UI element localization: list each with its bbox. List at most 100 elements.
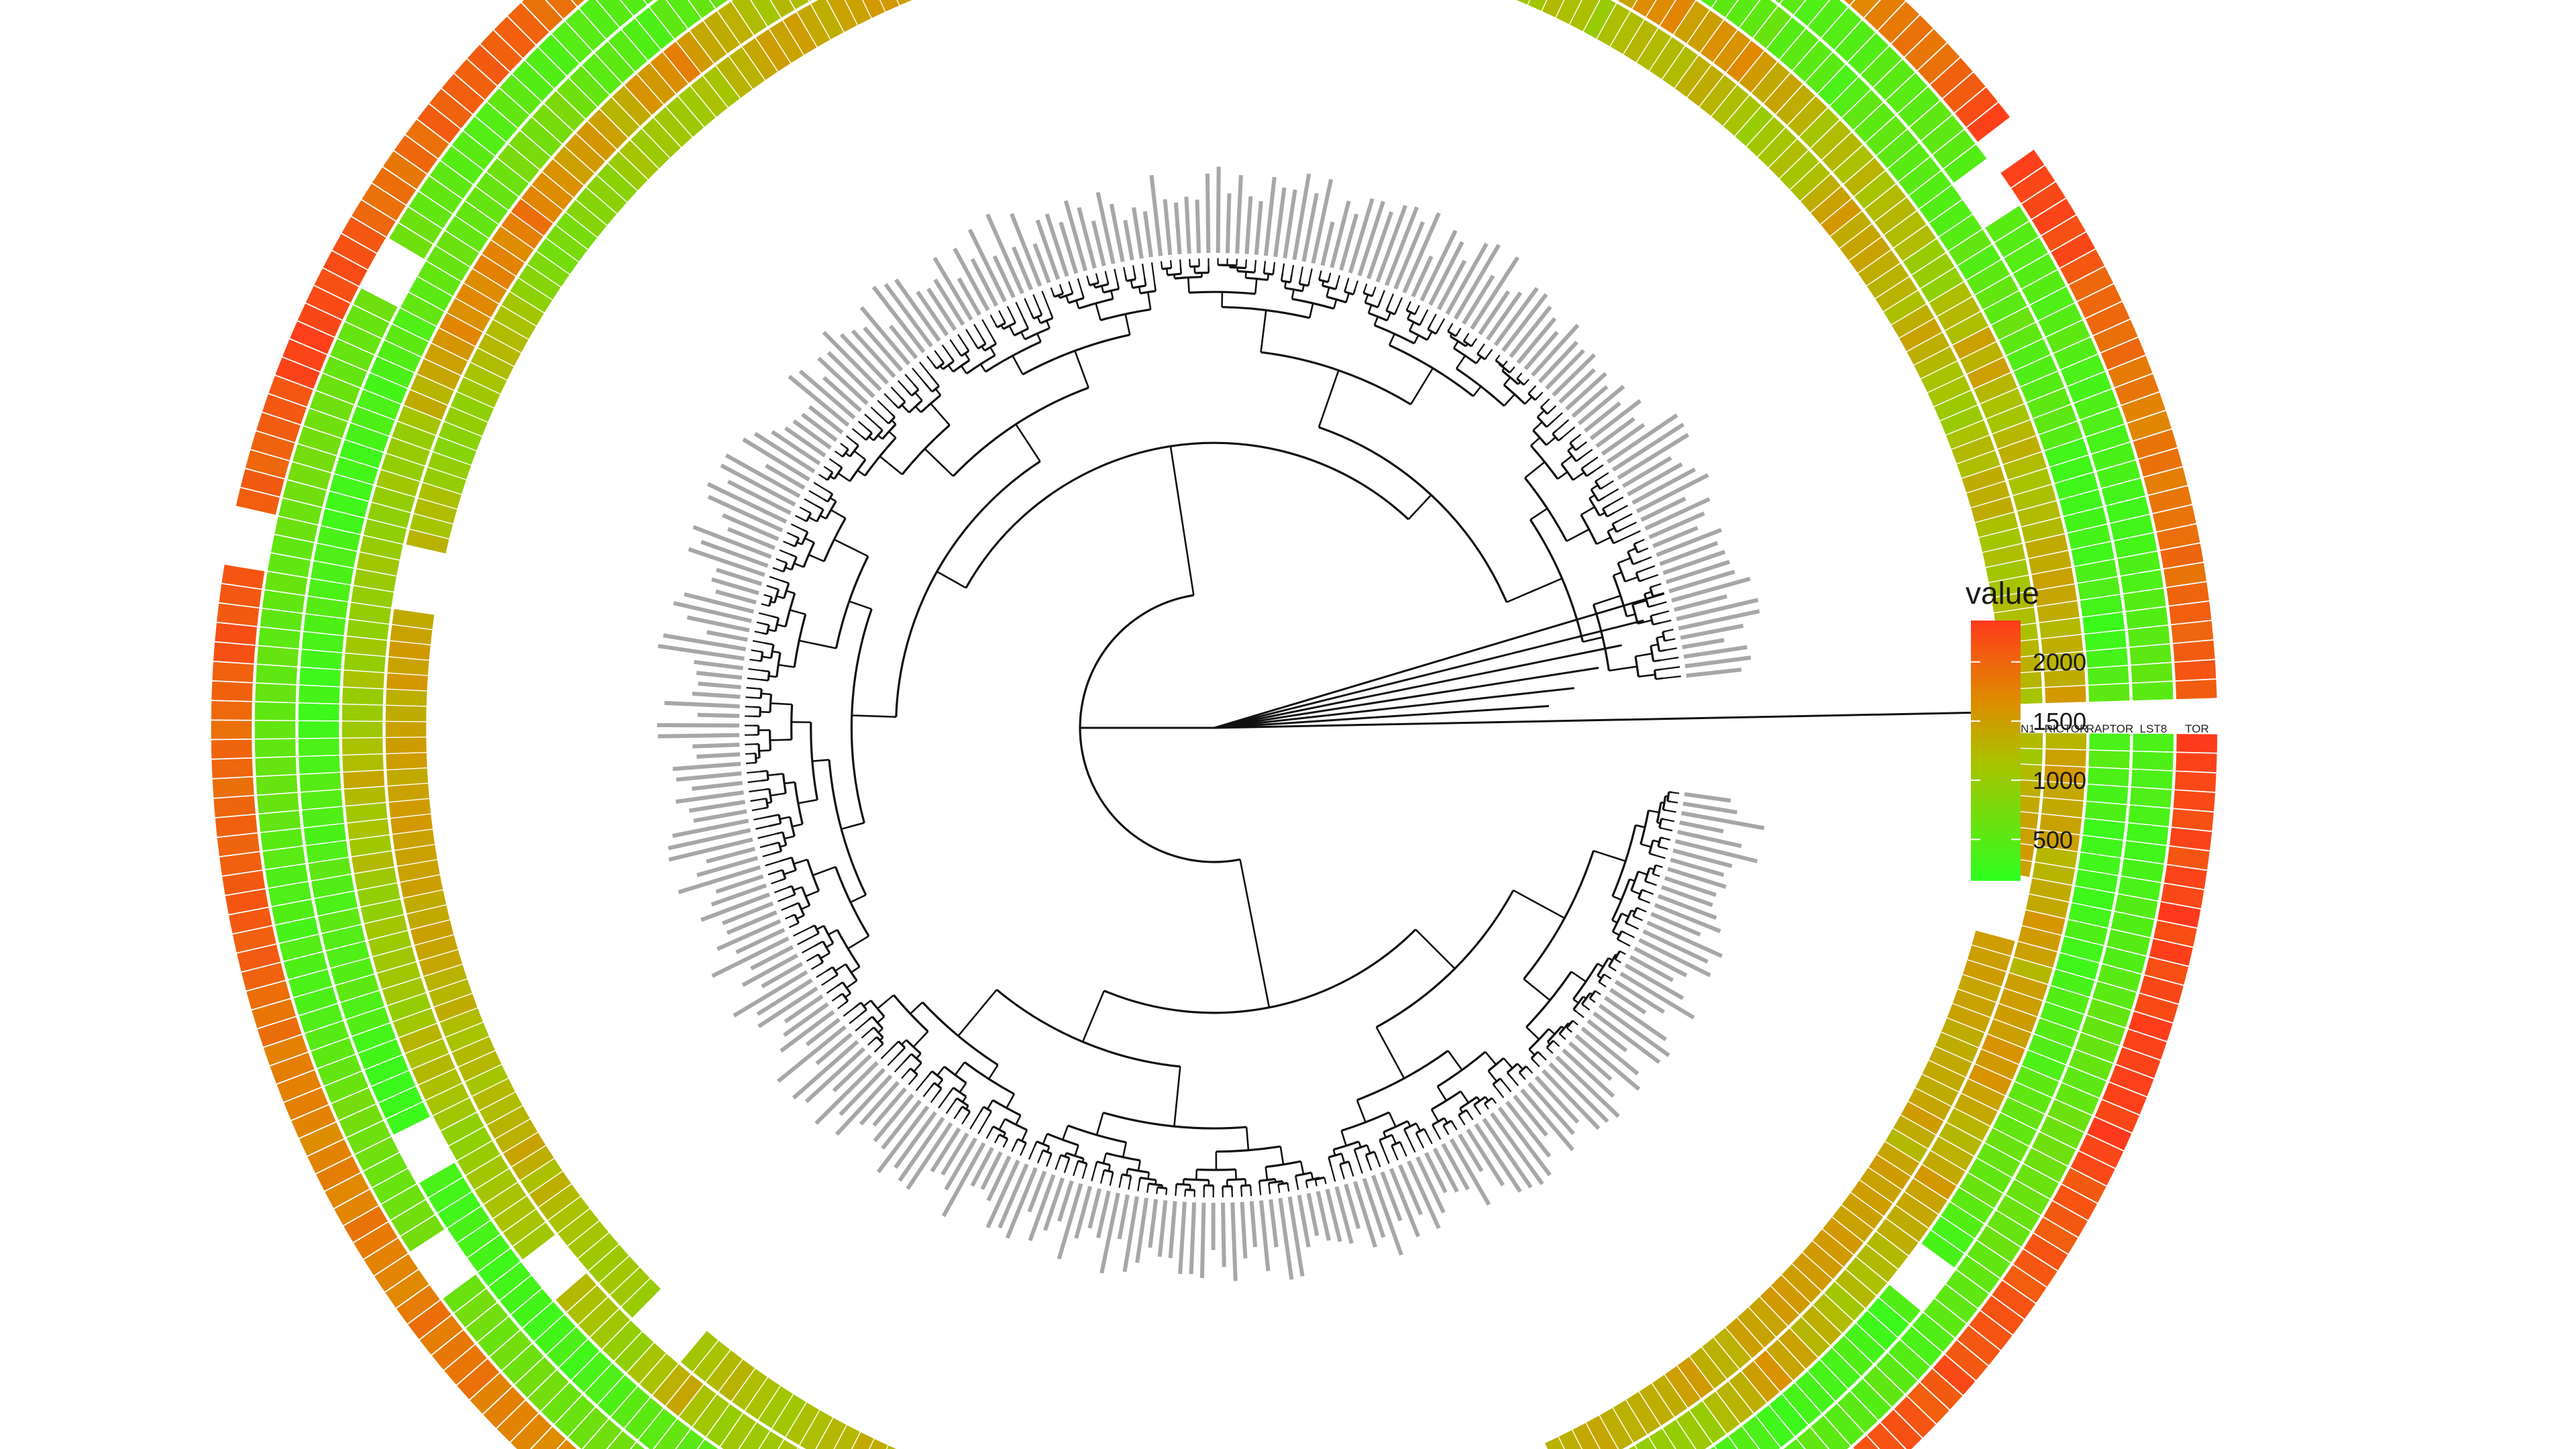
tip-label [1297,1195,1311,1248]
ring-label-raptor: RAPTOR [2086,722,2134,735]
tree-branch [1061,1125,1069,1140]
tree-branch [788,924,796,928]
heatmap-cell [385,737,427,753]
heatmap-cell [334,1189,379,1226]
heatmap-cell [256,646,299,667]
tree-branch [1353,1149,1358,1159]
tree-branch [1492,1083,1497,1088]
heatmap-cell [1776,85,1815,125]
heatmap-cell [2033,405,2078,435]
heatmap-cell [260,828,303,851]
tip-label [1012,246,1033,290]
tree-arc [1189,265,1199,268]
heatmap-cell [370,356,415,388]
heatmap-cell [739,1422,770,1449]
heatmap-cell [254,739,296,757]
heatmap-cell [345,305,390,339]
heatmap-cell [2084,802,2127,822]
heatmap-cell [2008,468,2052,496]
heatmap-cell [1805,52,1845,94]
tip-label [1486,291,1523,341]
tree-branch [938,1092,951,1109]
heatmap-cell [625,74,663,115]
tip-label [1671,576,1751,603]
heatmap-cell [212,661,254,682]
heatmap-cell [772,1394,806,1437]
heatmap-cell [703,66,740,108]
tree-branch [1520,1073,1526,1080]
heatmap-cell [245,449,290,479]
tree-arc [1501,370,1519,385]
heatmap-cell [2028,551,2072,574]
heatmap-cell [2021,517,2065,543]
tree-branch [1430,1109,1440,1122]
heatmap-cell [1856,1310,1898,1350]
tree-branch [799,506,809,513]
tree-branch [1214,666,1599,729]
tree-branch [1291,264,1295,275]
tree-branch [1214,711,1986,729]
heatmap-cell [1957,1326,2000,1366]
tree-branch [1367,305,1373,314]
tree-arc [983,343,997,352]
tree-branch [1455,333,1458,337]
heatmap-cell [1782,1264,1822,1303]
tip-label [722,901,774,926]
tree-branch [877,434,883,440]
tree-branch [849,1014,861,1024]
heatmap-cell [2091,442,2136,471]
heatmap-cell [464,362,507,394]
tip-label [1631,468,1697,505]
tree-branch [1556,419,1570,431]
tree-branch [1653,873,1660,877]
ring-label-rictor: RICTOR [2045,722,2088,735]
heatmap-cell [275,357,320,389]
tip-label [678,865,761,894]
heatmap-cell [1907,1383,1949,1424]
heatmap-cell [2068,524,2111,549]
tip-label [1117,1194,1130,1240]
tree-branch [1621,941,1631,947]
heatmap-cell [583,1419,623,1449]
heatmap-cell [502,1344,544,1385]
heatmap-cell [869,1439,888,1449]
tree-branch [910,1002,924,1015]
ring-label-lst8: LST8 [2140,722,2167,735]
tip-label [1453,244,1501,320]
tree-branch [1340,1169,1345,1179]
heatmap-cell [288,969,333,998]
tree-branch [767,871,777,875]
heatmap-cell [542,159,584,198]
tree-branch [997,1134,1000,1138]
tree-branch [749,788,765,793]
heatmap-cell [392,421,436,451]
tree-branch [1536,392,1544,398]
heatmap-cell [698,1439,718,1449]
tree-branch [1562,426,1576,438]
heatmap-cell [2008,1081,2052,1114]
tree-branch [1307,281,1310,286]
heatmap-cell [567,1285,608,1325]
heatmap-cell [1542,0,1564,17]
heatmap-cell [2068,1049,2113,1081]
tree-branch [1548,1028,1556,1035]
tree-branch [867,1016,873,1022]
heatmap-cell [1877,1142,1920,1177]
tree-arc [826,472,834,481]
tip-label [735,928,786,955]
heatmap-cell [325,1173,370,1208]
tree-branch [1547,1048,1554,1054]
heatmap-cell [293,986,338,1016]
tree-branch [1629,924,1639,930]
heatmap-cell [1975,275,2019,310]
tree-arc [1594,480,1601,490]
tree-branch [797,934,815,945]
tree-branch [1000,325,1004,330]
tree-arc [849,459,867,482]
tree-branch [913,1062,922,1073]
tip-label [1211,1202,1216,1250]
heatmap-cell [2127,625,2170,647]
tree-branch [873,1045,881,1053]
heatmap-cell [745,1377,780,1419]
heatmap-cell [264,572,308,595]
